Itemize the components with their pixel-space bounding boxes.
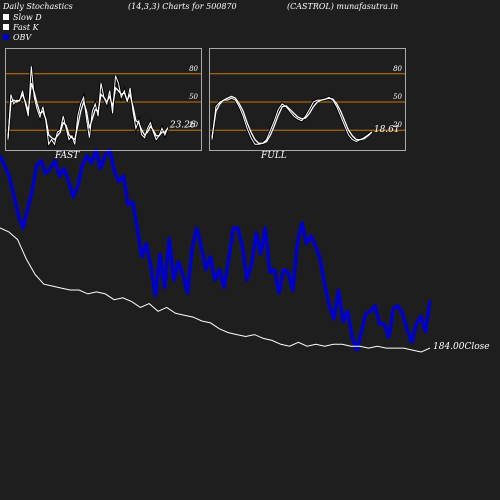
- full-stochastic-panel: 20 50 80 18.61: [209, 48, 406, 151]
- legend-label-slow-d: Slow D: [13, 12, 42, 22]
- fast-level-label-80: 80: [189, 65, 198, 73]
- chart-title: Daily Stochastics: [3, 2, 73, 11]
- legend-swatch-fast-k: [3, 24, 9, 30]
- legend-swatch-obv: [3, 34, 9, 40]
- full-level-label-80: 80: [393, 65, 402, 73]
- fast-series-1-line: [7, 83, 169, 141]
- legend-label-obv: OBV: [13, 32, 32, 42]
- full-last-value-label: 18.61: [374, 125, 400, 135]
- full-level-label-20: 20: [392, 121, 402, 129]
- obv-line: [0, 148, 432, 352]
- legend-item-obv: OBV: [3, 32, 42, 42]
- full-level-label-50: 50: [393, 93, 402, 101]
- legend-swatch-slow-d: [3, 14, 9, 20]
- full-series-1-line: [211, 95, 373, 144]
- full-series-0-line: [211, 96, 373, 145]
- fast-stochastic-panel: 20 50 80 23.26: [5, 48, 202, 151]
- legend-label-fast-k: Fast K: [13, 22, 39, 32]
- fast-panel-title: FAST: [55, 151, 80, 161]
- fast-stochastic-plot: 20 50 80 23.26: [6, 65, 201, 149]
- full-stochastic-plot: 20 50 80 18.61: [210, 65, 405, 146]
- chart-params: (14,3,3) Charts for 500870: [128, 2, 237, 11]
- close-line: [0, 227, 431, 353]
- legend: Slow D Fast K OBV: [3, 12, 42, 42]
- chart-symbol: (CASTROL) munafasutra.in: [287, 2, 399, 11]
- fast-level-label-20: 20: [188, 121, 198, 129]
- full-series-0-outline: [210, 95, 373, 146]
- fast-series-0-line: [7, 66, 169, 146]
- fast-level-label-50: 50: [189, 93, 198, 101]
- close-last-value-label: 184.00Close: [433, 342, 490, 352]
- full-panel-title: FULL: [261, 151, 287, 161]
- fast-last-value-label: 23.26: [169, 120, 196, 130]
- legend-item-slow-d: Slow D: [3, 12, 42, 22]
- legend-item-fast-k: Fast K: [3, 22, 42, 32]
